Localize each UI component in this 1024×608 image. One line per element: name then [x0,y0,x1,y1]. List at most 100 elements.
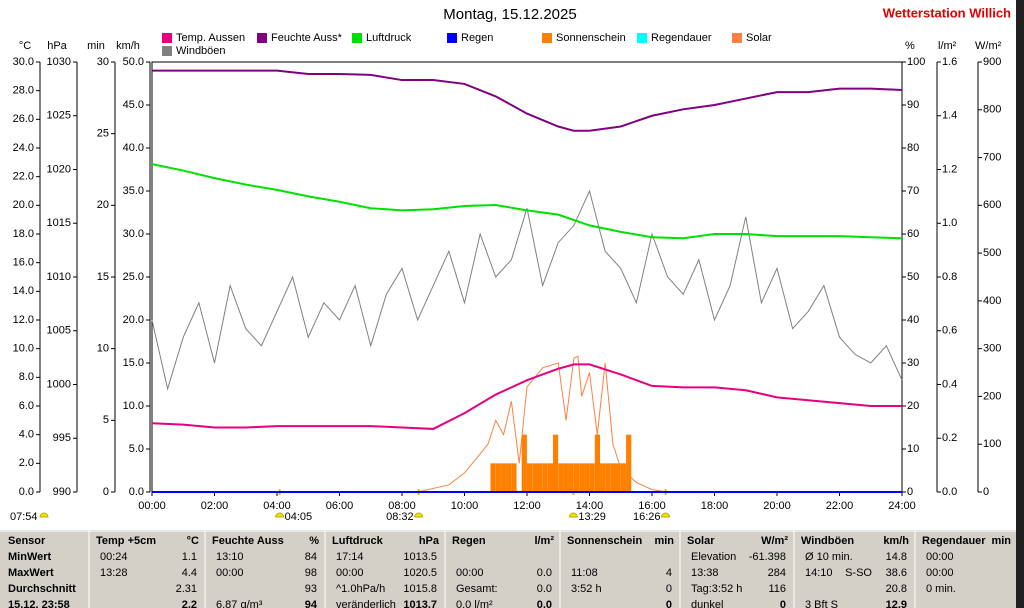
sunshine-bar [490,463,496,492]
axis-unit: min [87,40,105,52]
header-label: Luftdruck [332,535,384,547]
chart-title: Montag, 15.12.2025 [443,6,576,23]
cell-left: ^1.0hPa/h [336,583,385,595]
cell-value: 2.2 [182,599,197,608]
y-tick-label: 1.2 [942,163,957,175]
cell-left: 14:10 [805,567,833,579]
x-tick-label: 18:00 [701,500,729,512]
y-tick-label: 26.0 [13,113,34,125]
y-tick-label: 60 [907,228,919,240]
sunshine-bar [501,463,507,492]
y-tick-label: 1.6 [942,56,957,68]
y-tick-label: 50.0 [123,56,144,68]
axis-unit: % [905,40,915,52]
summary-table: Sensor Temp +5cm °C Feuchte Auss% Luftdruck h… [0,530,1016,608]
sun-icon [414,512,424,518]
x-tick-label: 24:00 [888,500,916,512]
cell-value: 14.8 [886,551,907,563]
cell-value: 98 [305,567,317,579]
legend-label: Windböen [176,45,226,57]
axis-unit: hPa [47,40,67,52]
y-tick-label: 28.0 [13,85,34,97]
x-tick-label: 20:00 [763,500,791,512]
axis-unit: l/m² [938,40,957,52]
y-tick-label: 0.8 [942,271,957,283]
x-tick-label: 02:00 [201,500,229,512]
y-tick-label: 0.6 [942,325,957,337]
cell-value: 1.1 [182,551,197,563]
y-tick-label: 1000 [47,378,71,390]
cell-value: 1013.5 [403,551,437,563]
sunshine-bar [615,463,621,492]
cell-value: 20.8 [886,583,907,595]
cell-left: 00:00 [926,567,954,579]
cell-value: 0 [666,599,672,608]
cell-left: dunkel [691,599,723,608]
y-tick-label: 1005 [47,325,71,337]
x-tick-label: 16:00 [638,500,666,512]
sunshine-bar [532,463,538,492]
sunshine-bar [563,463,569,492]
y-tick-label: 10 [97,343,109,355]
y-tick-label: 20.0 [13,199,34,211]
cell-left: 00:00 [336,567,364,579]
sunshine-bar [626,434,632,492]
y-tick-label: 20 [907,400,919,412]
cell-value: 0.0 [537,567,552,579]
y-tick-label: 100 [983,438,1001,450]
sunshine-bar [558,463,564,492]
legend-swatch [542,33,552,43]
sunshine-bar [620,463,626,492]
cell-value: 38.6 [886,567,907,579]
y-tick-label: 0 [983,486,989,498]
legend-swatch [352,33,362,43]
cell-left: 17:14 [336,551,364,563]
cell-left: 6.87 g/m³ [216,599,263,608]
y-tick-label: 10.0 [13,343,34,355]
header-unit: min [991,535,1011,547]
y-tick-label: 20.0 [123,314,144,326]
legend-label: Feuchte Auss* [271,32,343,44]
sunrise-label: 07:54 [10,511,38,523]
sunshine-bar [521,434,527,492]
y-tick-label: 70 [907,185,919,197]
header-unit: km/h [883,535,909,547]
y-tick-label: 20 [97,199,109,211]
y-tick-label: 1030 [47,56,71,68]
cell-left: 13:10 [216,551,244,563]
sun-icon [661,512,671,518]
header-unit: l/m² [534,535,554,547]
axis-unit: km/h [116,40,140,52]
sunshine-bar [579,463,585,492]
series-line [152,69,903,132]
cell-left: 11:08 [571,567,598,579]
cell-left: 00:00 [216,567,244,579]
y-tick-label: 300 [983,343,1001,355]
y-tick-label: 15.0 [123,357,144,369]
y-tick-label: 600 [983,199,1001,211]
cell-value: 1015.8 [403,583,437,595]
y-tick-label: 0 [103,486,109,498]
y-tick-label: 14.0 [13,285,34,297]
cell-value: 116 [768,583,786,595]
y-tick-label: 995 [53,432,71,444]
cell-left: Gesamt: [456,583,498,595]
header-unit: hPa [419,535,440,547]
plot: °C 0.0 2.0 4.0 6.0 8.0 10.0 12.0 14.0 16.0 18.0 20.… [10,32,1002,523]
cell-value: 0.0 [537,599,552,608]
x-tick-label: 06:00 [326,500,354,512]
sunshine-bar [568,463,574,492]
cell-left: 0.0 l/m² [456,599,493,608]
y-tick-label: 35.0 [123,185,144,197]
header-label: Sensor [8,535,46,547]
sunshine-bar [506,463,512,492]
y-tick-label: 50 [907,271,919,283]
cell-value: 0 [666,583,672,595]
y-tick-label: 800 [983,104,1001,116]
axis-unit: °C [19,40,31,52]
window-edge [1016,0,1024,608]
y-tick-label: 1015 [47,217,71,229]
y-tick-label: 1025 [47,110,71,122]
cell-value: 284 [768,567,786,579]
header-unit: °C [187,535,199,547]
